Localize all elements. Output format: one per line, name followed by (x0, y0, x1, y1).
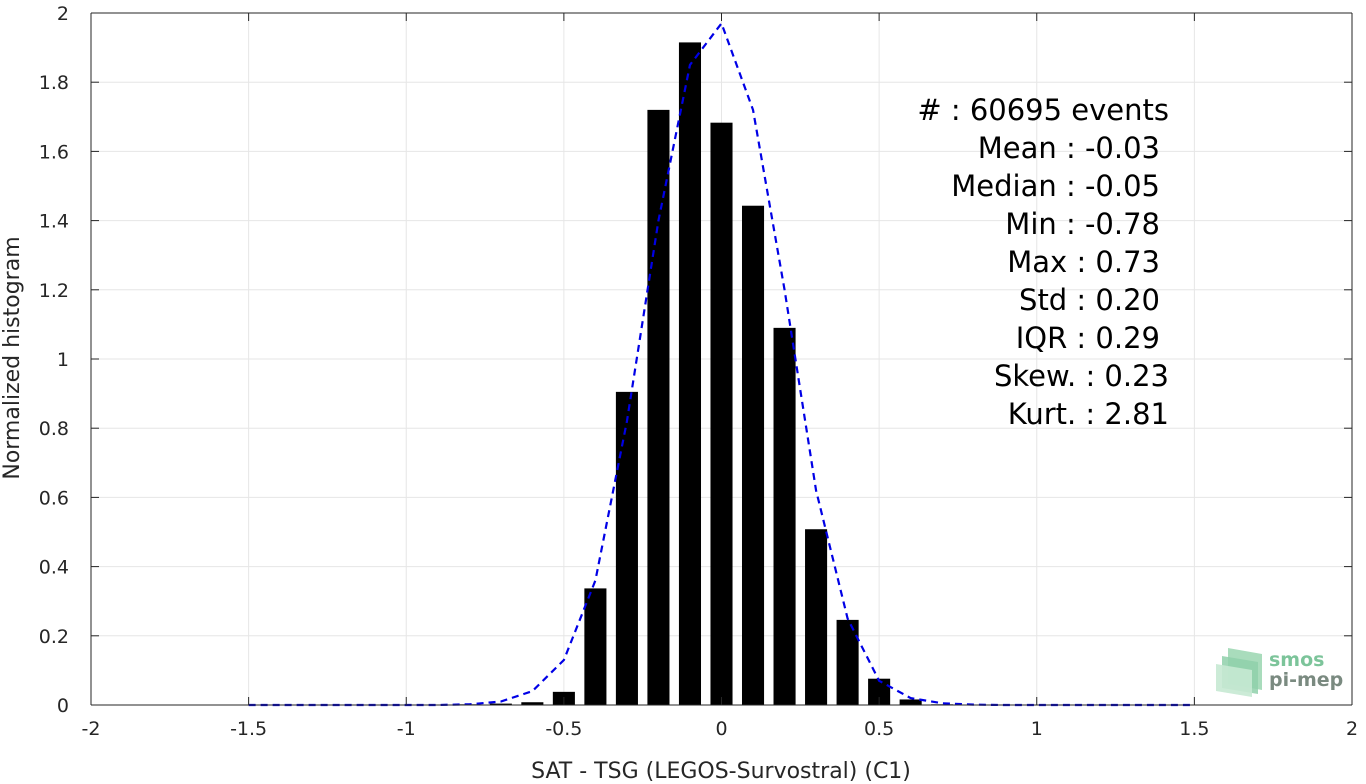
y-tick-label: 1.6 (39, 141, 69, 163)
x-axis-title: SAT - TSG (LEGOS-Survostral) (C1) (531, 759, 911, 784)
x-tick-label: -0.5 (545, 718, 582, 740)
histogram-bars (458, 42, 954, 706)
histogram-bar (899, 699, 922, 705)
histogram-bar (741, 205, 765, 706)
histogram-bar (584, 588, 607, 705)
y-tick-label: 1.8 (39, 72, 69, 94)
x-tick-label: -1 (397, 718, 416, 740)
x-tick-label: 1.5 (1179, 718, 1209, 740)
stat-kurt: Kurt. : 2.81 (1008, 397, 1169, 431)
logo-text-smos: smos (1269, 649, 1324, 671)
stat-std: Std : 0.20 (1019, 283, 1160, 317)
axes (90, 12, 1353, 706)
smos-pi-mep-logo: smos pi-mep (1216, 648, 1343, 697)
y-tick-label: 0.2 (39, 626, 69, 648)
y-tick-label: 1.4 (39, 211, 69, 233)
stat-median: Median : -0.05 (951, 169, 1160, 203)
logo-text-pi-mep: pi-mep (1269, 669, 1343, 691)
histogram-bar (678, 42, 702, 706)
histogram-bar (647, 109, 670, 705)
histogram-bar (710, 122, 733, 705)
stat-mean: Mean : -0.03 (978, 131, 1160, 165)
histogram-bar (773, 327, 796, 705)
x-tick-label: 2 (1346, 718, 1358, 740)
y-tick-labels: 0 0.2 0.4 0.6 0.8 1 1.2 1.4 1.6 1.8 2 (39, 3, 69, 717)
stat-min: Min : -0.78 (1005, 207, 1160, 241)
histogram-bar (489, 703, 512, 705)
y-tick-label: 1 (57, 349, 69, 371)
histogram-bar (868, 678, 891, 705)
stat-skew: Skew. : 0.23 (994, 359, 1169, 393)
x-tick-labels: -2 -1.5 -1 -0.5 0 0.5 1 1.5 2 (82, 718, 1359, 740)
y-tick-label: 0.6 (39, 487, 69, 509)
histogram-bar (615, 391, 638, 705)
histogram-bar (521, 702, 544, 705)
y-tick-label: 2 (57, 3, 69, 25)
x-tick-label: 0.5 (864, 718, 894, 740)
statistics-annotation: # : 60695 events Mean : -0.03 Median : -… (917, 93, 1169, 431)
stat-max: Max : 0.73 (1007, 245, 1160, 279)
x-tick-label: 0 (715, 718, 727, 740)
histogram-bar (805, 529, 828, 705)
stat-iqr: IQR : 0.29 (1016, 321, 1160, 355)
y-tick-label: 0 (57, 695, 69, 717)
y-tick-label: 0.8 (39, 418, 69, 440)
y-tick-label: 1.2 (39, 280, 69, 302)
logo-waves-icon (1216, 648, 1262, 697)
histogram-bar (836, 619, 859, 705)
stat-events: # : 60695 events (917, 93, 1169, 127)
x-tick-label: -2 (82, 718, 101, 740)
y-tick-label: 0.4 (39, 557, 69, 579)
y-axis-title: Normalized histogram (0, 236, 25, 479)
x-tick-label: 1 (1031, 718, 1043, 740)
x-tick-label: -1.5 (230, 718, 267, 740)
